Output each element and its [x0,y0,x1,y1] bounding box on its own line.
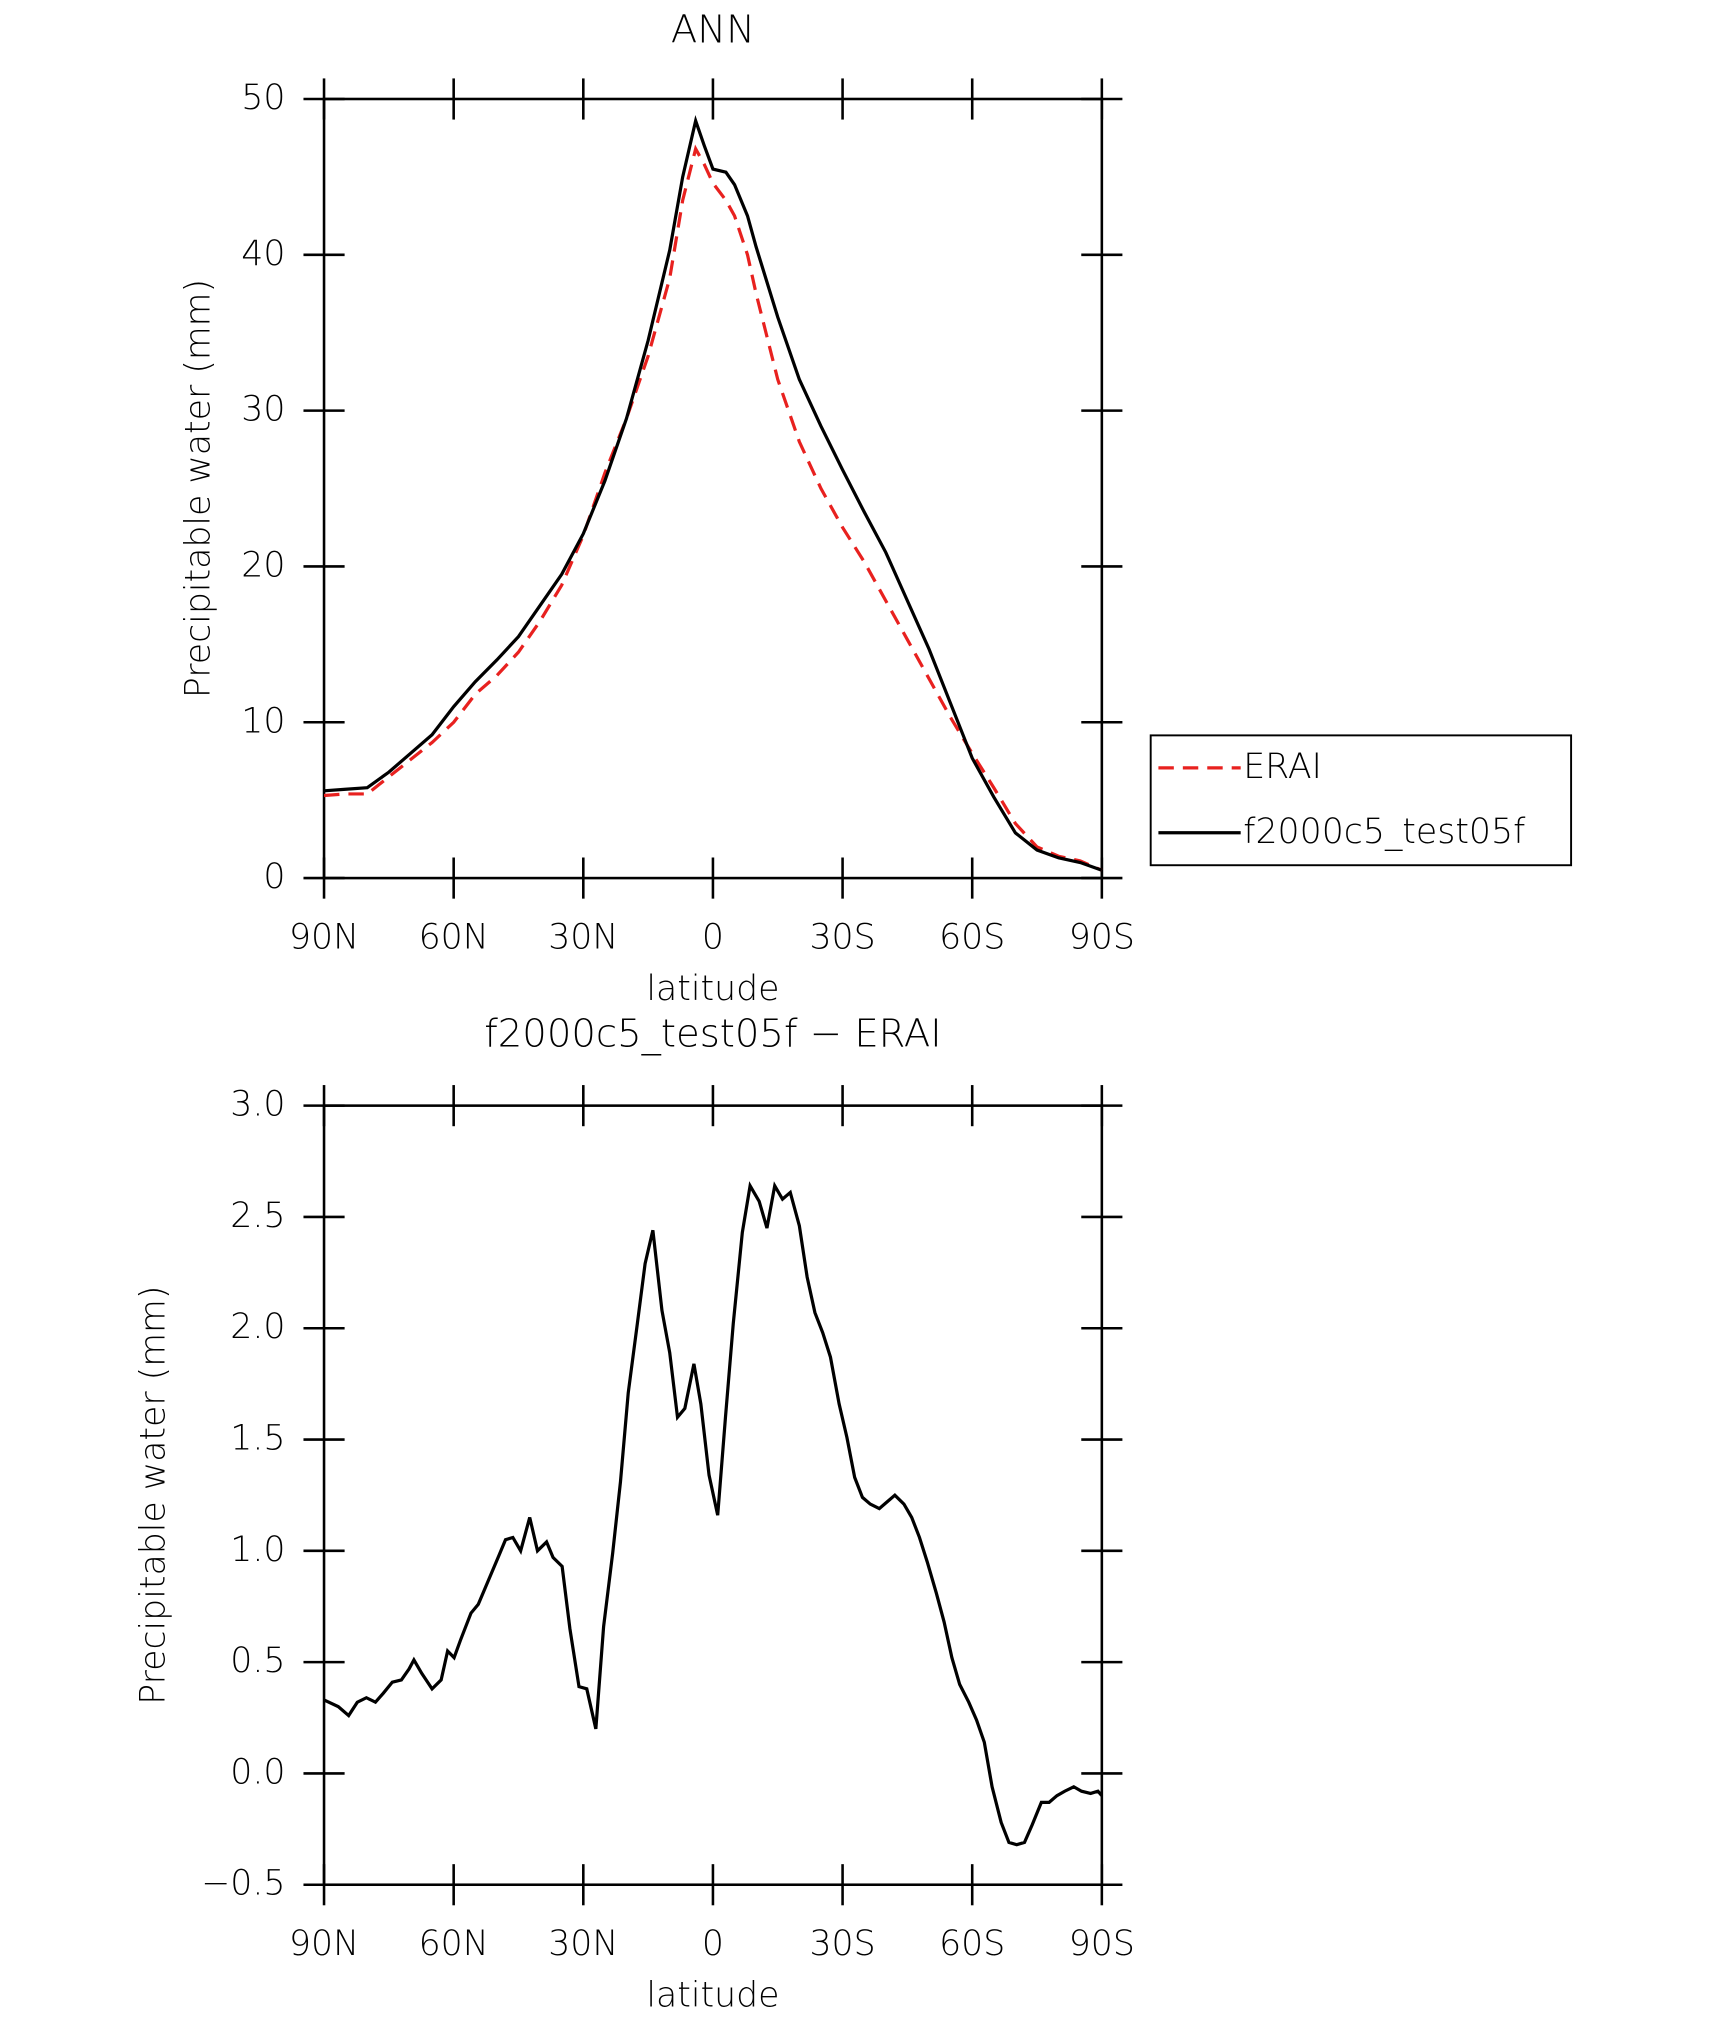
y-tick-label: 50 [241,78,285,118]
legend-label: f2000c5_test05f [1243,812,1526,852]
x-tick-label: 30N [548,1924,618,1964]
x-tick-label: 60S [939,918,1005,958]
y-tick-label: 1.0 [230,1530,285,1570]
y-tick-label: 2.5 [230,1196,285,1236]
y-tick-label: 2.0 [230,1307,285,1347]
x-axis-label: latitude [646,1976,779,2016]
y-tick-label: 40 [241,234,285,274]
y-tick-label: 0.5 [230,1641,285,1681]
y-tick-label: 10 [241,701,285,741]
y-tick-label: 0 [263,857,285,897]
data-line [323,144,1103,872]
x-tick-label: 60N [419,918,489,958]
y-tick-label: 1.5 [230,1419,285,1459]
x-tick-label: 90S [1069,918,1135,958]
x-tick-label: 30N [548,918,618,958]
legend-label: ERAI [1243,747,1322,787]
legend-box [1149,734,1573,867]
y-axis-label: Precipitable water (mm) [178,279,218,698]
y-tick-label: 0.0 [230,1752,285,1792]
data-line [323,115,1103,872]
x-tick-label: 0 [702,1924,724,1964]
chart-title: ANN [671,8,755,53]
x-tick-label: 90N [289,1924,359,1964]
x-tick-label: 30S [809,1924,875,1964]
y-tick-label: 30 [241,390,285,430]
x-tick-label: 90S [1069,1924,1135,1964]
y-tick-label: 20 [241,545,285,585]
data-line [323,1181,1104,1847]
x-tick-label: 60S [939,1924,1005,1964]
x-tick-label: 60N [419,1924,489,1964]
x-tick-label: 30S [809,918,875,958]
chart-title: f2000c5_test05f − ERAI [484,1012,941,1057]
x-tick-label: 0 [702,918,724,958]
x-tick-label: 90N [289,918,359,958]
y-axis-label: Precipitable water (mm) [133,1286,173,1705]
y-tick-label: 3.0 [230,1085,285,1125]
x-axis-label: latitude [646,969,779,1009]
y-tick-label: −0.5 [201,1864,285,1904]
plot-frame [322,97,1104,880]
